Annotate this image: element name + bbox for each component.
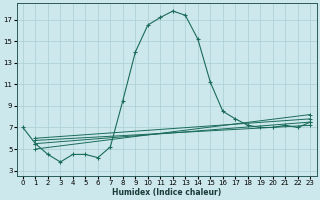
X-axis label: Humidex (Indice chaleur): Humidex (Indice chaleur) [112, 188, 221, 197]
